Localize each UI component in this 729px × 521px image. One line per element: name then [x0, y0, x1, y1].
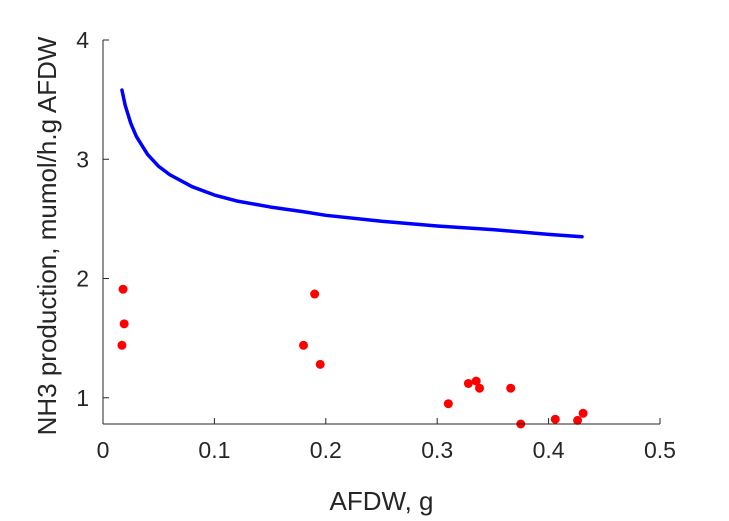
x-tick-label: 0.3: [421, 437, 453, 463]
x-axis-label: AFDW, g: [329, 486, 433, 516]
data-point: [550, 414, 560, 424]
y-axis-label: NH3 production, mumol/h.g AFDW: [32, 36, 62, 435]
data-point: [315, 359, 325, 369]
data-point: [299, 340, 309, 350]
data-point: [443, 399, 453, 409]
data-point: [578, 408, 588, 418]
x-tick-label: 0.4: [533, 437, 565, 463]
y-tick-label: 3: [76, 146, 89, 172]
plot-area: [117, 88, 588, 429]
data-point: [310, 289, 320, 299]
data-point: [119, 319, 129, 329]
data-point: [463, 378, 473, 388]
x-tick-label: 0.1: [198, 437, 230, 463]
data-point: [475, 383, 485, 393]
x-tick-label: 0.2: [310, 437, 342, 463]
data-point: [118, 284, 128, 294]
fit-curve-line: [120, 88, 584, 239]
data-point: [117, 340, 127, 350]
y-tick-label: 1: [76, 385, 89, 411]
data-point: [506, 383, 516, 393]
y-tick-label: 4: [76, 27, 89, 53]
x-tick-label: 0.5: [644, 437, 676, 463]
data-point: [573, 415, 583, 425]
x-tick-label: 0: [97, 437, 110, 463]
y-tick-label: 2: [76, 266, 89, 292]
data-point: [471, 376, 481, 386]
axes: 0 0.1 0.2 0.3 0.4 0.5 1 2 3 4: [76, 27, 676, 463]
